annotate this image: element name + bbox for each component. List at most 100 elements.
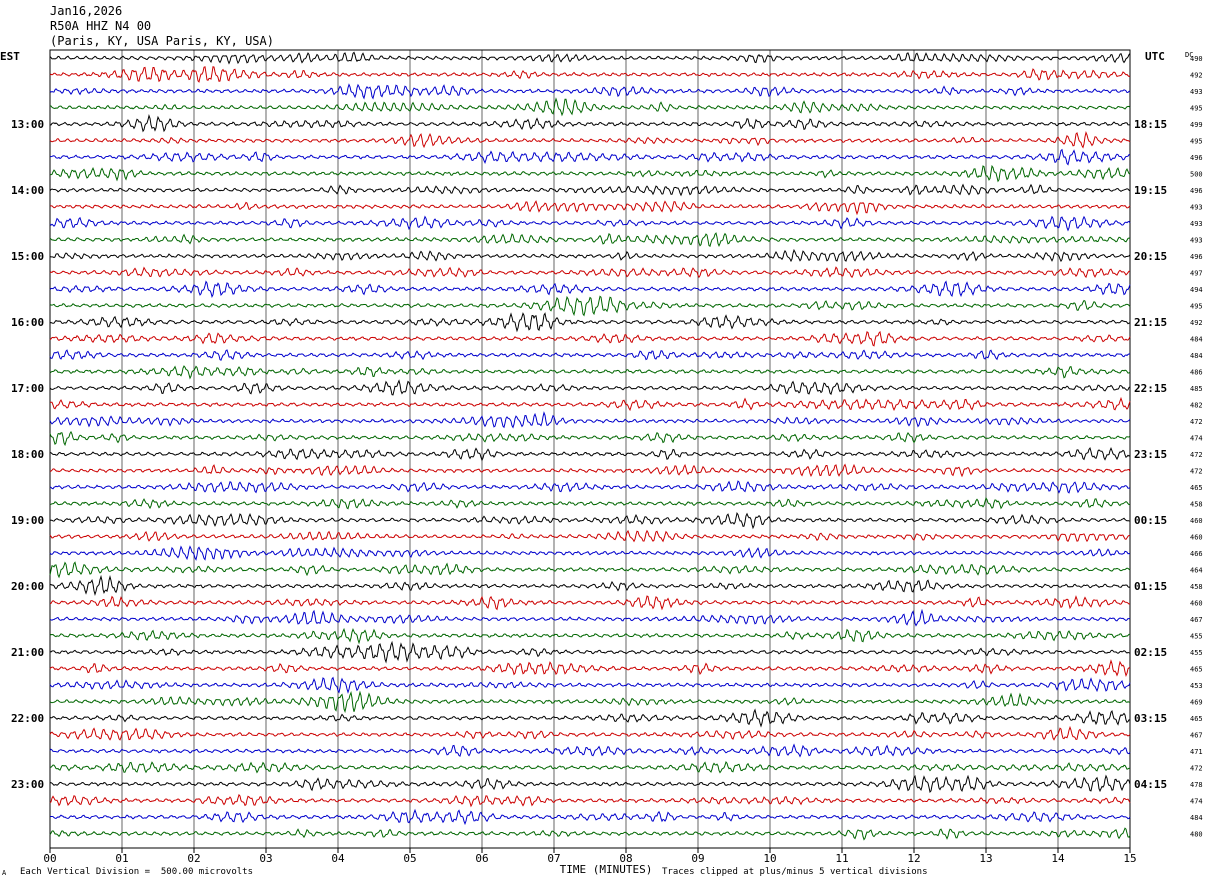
dc-offset-label: 484 [1190,352,1203,360]
dc-offset-label: 478 [1190,781,1203,789]
dc-offset-label: 472 [1190,418,1203,426]
dc-offset-label: 493 [1190,88,1203,96]
seismic-trace [49,232,1131,247]
est-time-label: 16:00 [11,316,44,329]
seismic-trace [49,349,1131,361]
seismic-trace [49,774,1131,794]
dc-offset-label: 458 [1190,583,1203,591]
x-tick-label: 15 [1123,852,1136,865]
seismic-trace [49,480,1131,494]
dc-offset-label: 464 [1190,567,1203,575]
plot-frame [49,49,1131,849]
seismic-trace [49,312,1131,333]
utc-time-label: 23:15 [1134,448,1167,461]
seismic-trace [49,608,1131,627]
utc-time-label: 18:15 [1134,118,1167,131]
utc-time-label: 21:15 [1134,316,1167,329]
dc-offset-label: 494 [1190,286,1203,294]
est-time-label: 20:00 [11,580,44,593]
dc-offset-label: 472 [1190,468,1203,476]
est-time-label: 21:00 [11,646,44,659]
est-time-label: 15:00 [11,250,44,263]
dc-offset-label: 484 [1190,336,1203,344]
seismic-trace [49,365,1131,380]
seismic-trace [49,114,1131,133]
seismic-trace [49,164,1131,183]
x-tick-label: 07 [547,852,560,865]
utc-time-label: 03:15 [1134,712,1167,725]
est-time-label: 22:00 [11,712,44,725]
dc-offset-label: 465 [1190,484,1203,492]
station-label: R50A HHZ N4 00 [50,19,152,33]
seismic-trace [49,379,1131,396]
seismic-trace [49,708,1131,728]
x-tick-label: 13 [979,852,992,865]
dc-offset-label: 453 [1190,682,1203,690]
corner-mark: A [2,869,7,877]
dc-offset-label: 471 [1190,748,1203,756]
dc-offset-label: 458 [1190,501,1203,509]
dc-offset-label: 465 [1190,666,1203,674]
clip-note: Traces clipped at plus/minus 5 vertical … [662,867,928,877]
dc-offset-label: 493 [1190,220,1203,228]
location-label: (Paris, KY, USA Paris, KY, USA) [50,34,274,48]
seismic-trace [49,330,1131,347]
seismic-trace [49,280,1131,298]
seismic-trace [49,512,1131,530]
dc-offset-label: 455 [1190,649,1203,657]
dc-label: DC [1185,51,1193,59]
est-time-label: 14:00 [11,184,44,197]
seismic-trace [49,396,1131,412]
seismic-trace [49,595,1131,611]
seismic-trace [49,827,1131,841]
dc-offset-label: 496 [1190,187,1203,195]
dc-offset-label: 495 [1190,138,1203,146]
seismic-trace [49,640,1131,664]
dc-offset-label: 493 [1190,237,1203,245]
dc-offset-label: 467 [1190,616,1203,624]
dc-offset-label: 480 [1190,831,1203,839]
dc-offset-label: 484 [1190,814,1203,822]
x-tick-label: 04 [331,852,345,865]
x-tick-label: 14 [1051,852,1065,865]
x-tick-label: 09 [691,852,704,865]
dc-offset-label: 460 [1190,534,1203,542]
x-tick-label: 05 [403,852,416,865]
utc-time-label: 22:15 [1134,382,1167,395]
seismic-trace [49,743,1131,758]
seismic-trace [49,248,1131,263]
dc-offset-label: 496 [1190,154,1203,162]
dc-offset-label: 496 [1190,253,1203,261]
dc-offset-label: 492 [1190,72,1203,80]
dc-offset-label: 485 [1190,385,1203,393]
seismic-trace [49,725,1131,741]
dc-offset-label: 472 [1190,765,1203,773]
dc-offset-label: 466 [1190,550,1203,558]
est-time-label: 17:00 [11,382,44,395]
seismic-trace [49,215,1131,232]
dc-offset-label: 492 [1190,319,1203,327]
dc-offset-label: 455 [1190,633,1203,641]
x-tick-label: 03 [259,852,272,865]
x-axis-title: TIME (MINUTES) [560,863,653,876]
x-tick-label: 10 [763,852,776,865]
dc-offset-label: 460 [1190,517,1203,525]
utc-time-label: 00:15 [1134,514,1167,527]
seismic-trace [49,545,1131,561]
seismic-trace [49,411,1131,429]
dc-offset-label: 469 [1190,699,1203,707]
dc-offset-label: 474 [1190,798,1203,806]
utc-time-label: 01:15 [1134,580,1167,593]
dc-offset-label: 482 [1190,402,1203,410]
dc-offset-label: 499 [1190,121,1203,129]
est-time-label: 19:00 [11,514,44,527]
x-tick-label: 00 [43,852,56,865]
scale-note: Each Vertical Division = 500.00 microvol… [20,867,253,877]
seismic-trace [49,148,1131,166]
seismic-trace [49,627,1131,645]
seismic-trace [49,430,1131,447]
utc-time-label: 19:15 [1134,184,1167,197]
seismic-trace [49,497,1131,510]
seismic-trace [49,83,1131,100]
